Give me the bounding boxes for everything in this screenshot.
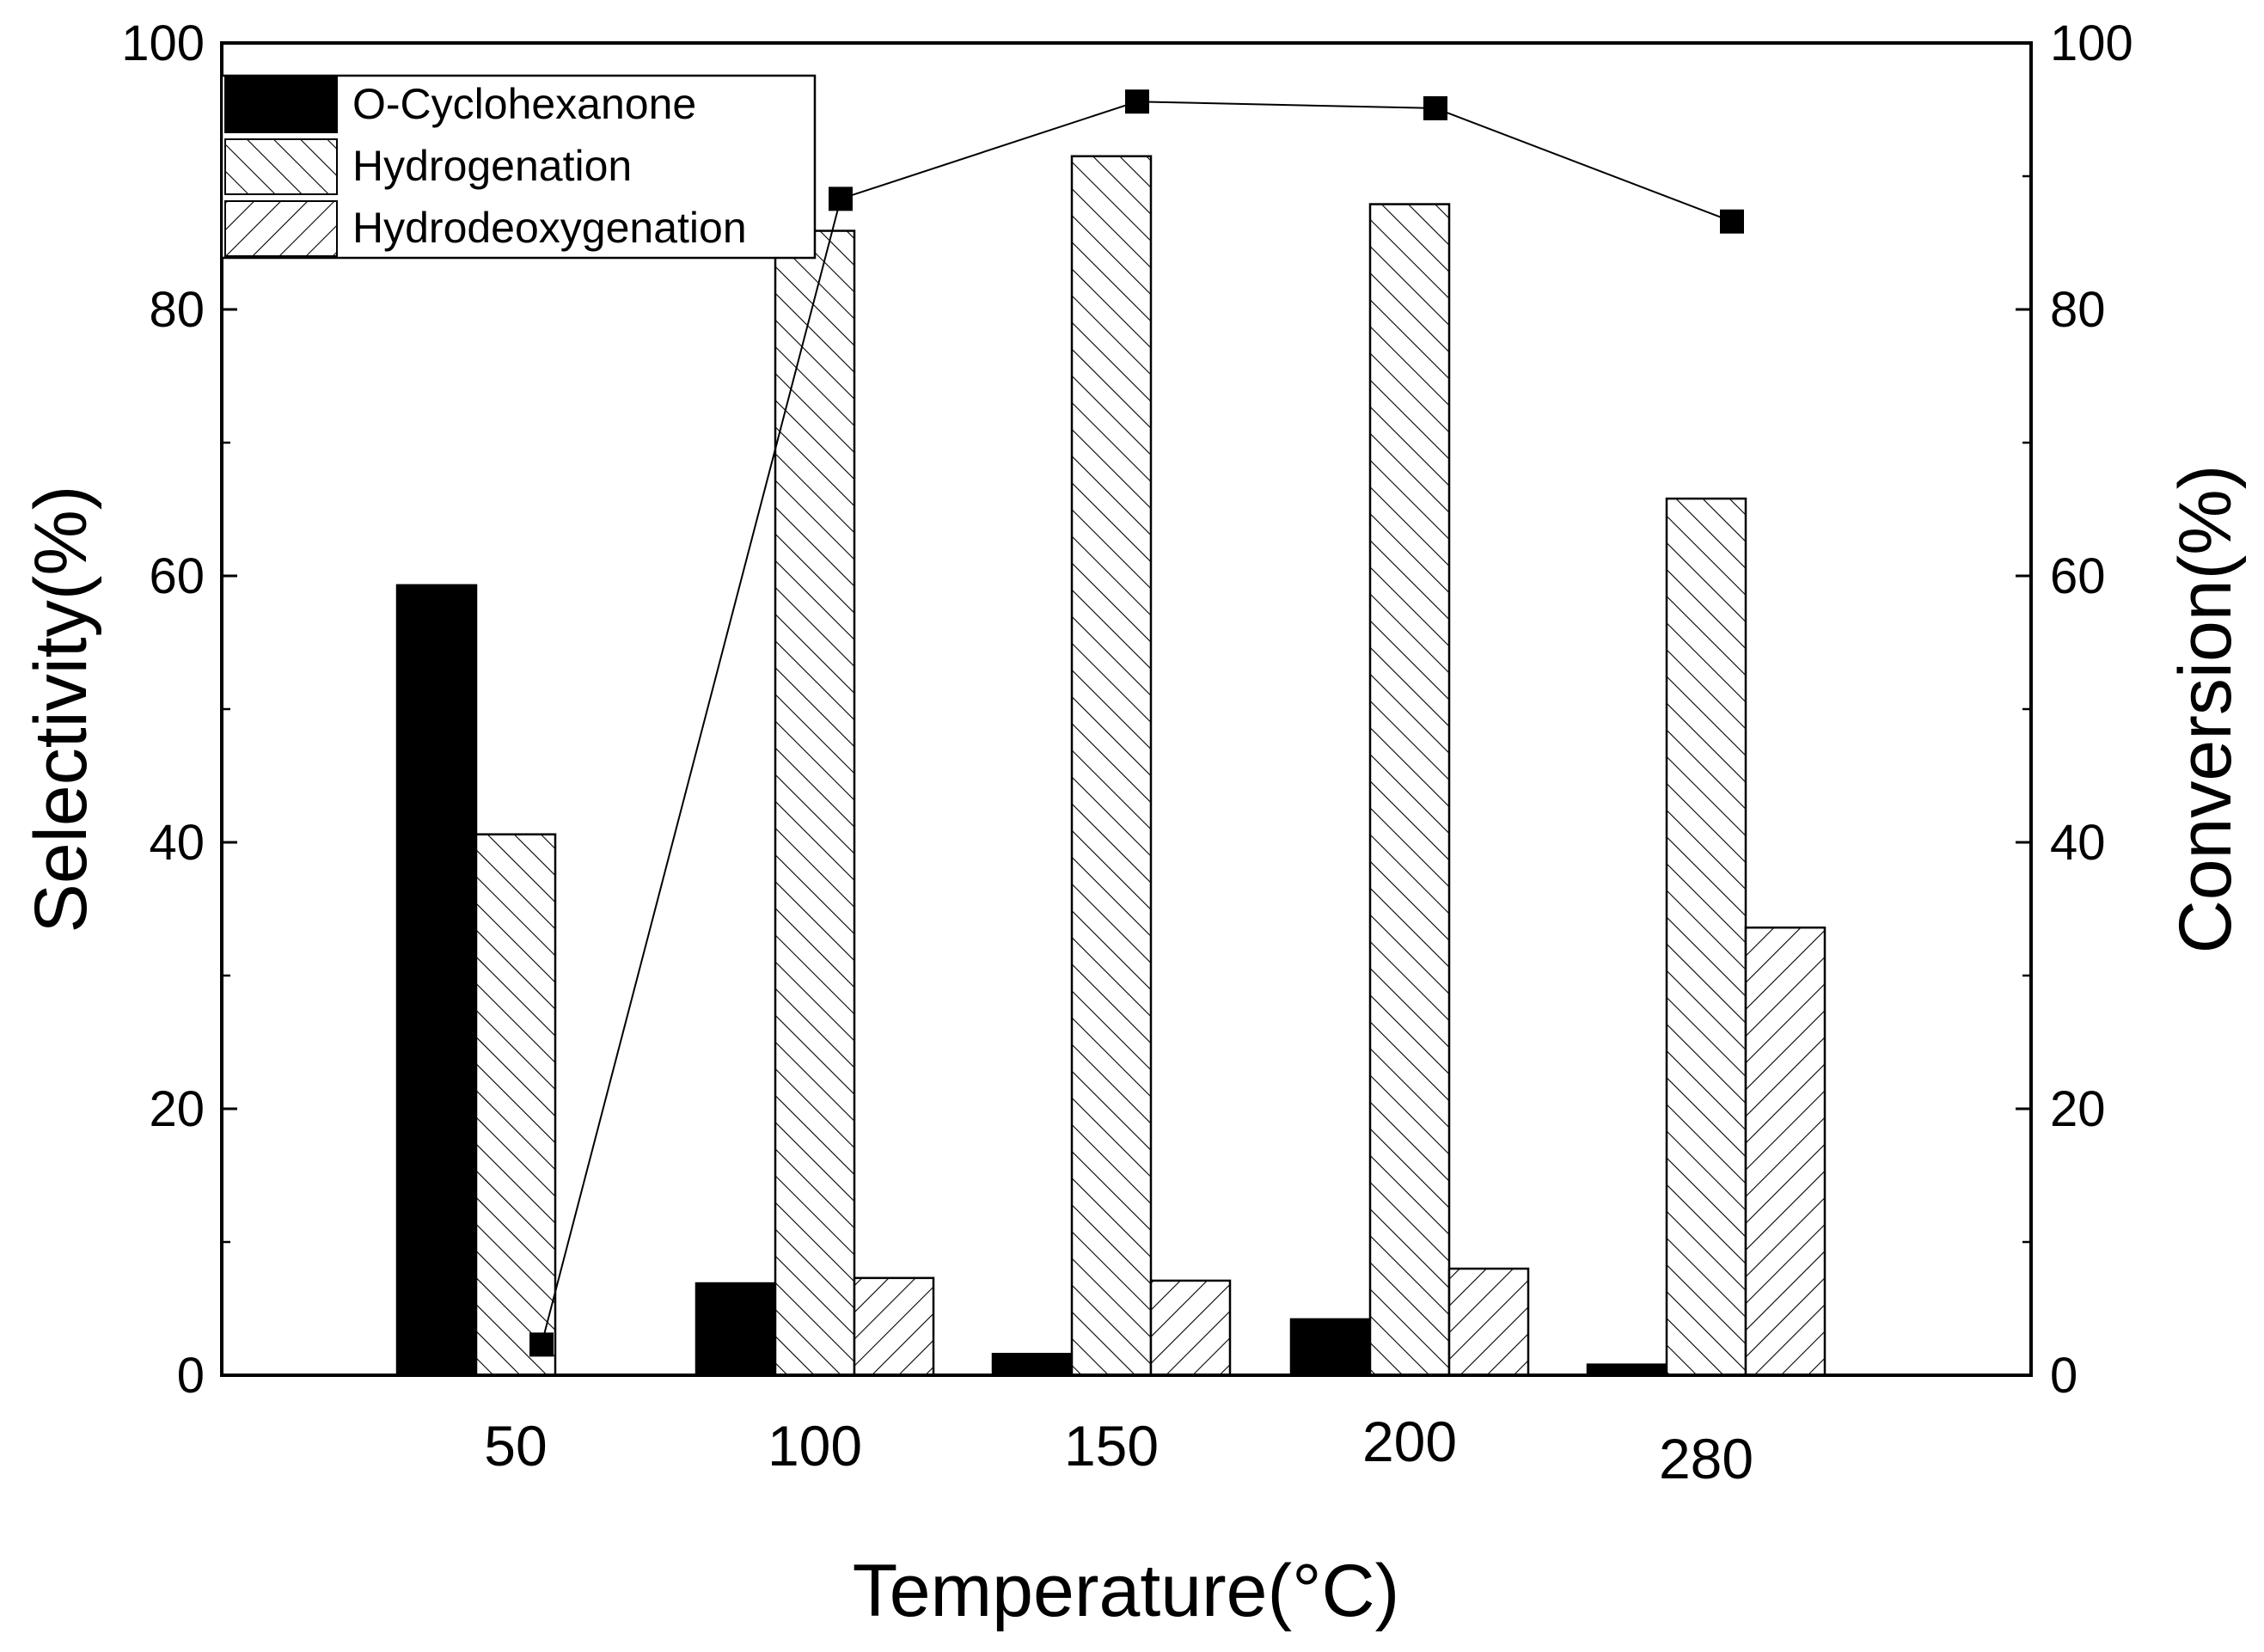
- bar-o-cyclohexanone-200: [1289, 1318, 1372, 1377]
- legend-swatch: [224, 138, 338, 195]
- bar-hydrodeoxygenation-150: [1149, 1279, 1232, 1377]
- left-tick-label: 20: [149, 1081, 205, 1137]
- right-axis: 0 20 40 60 80 100: [2016, 15, 2133, 1404]
- legend: O-Cyclohexanone Hydrogenation Hydrodeoxyge…: [220, 74, 817, 260]
- x-tick-label: 280: [1659, 1427, 1753, 1490]
- x-tick-label: 150: [1064, 1414, 1159, 1478]
- bar-hydrodeoxygenation-100: [853, 1276, 935, 1377]
- bars-layer: [395, 155, 1826, 1377]
- bar-o-cyclohexanone-150: [991, 1352, 1074, 1377]
- left-axis: 0 20 40 60 80 100: [121, 15, 237, 1404]
- bar-hydrogenation-150: [1070, 155, 1153, 1377]
- conversion-point-150: [1125, 89, 1149, 114]
- bar-hydrodeoxygenation-280: [1744, 926, 1826, 1377]
- left-tick-label: 40: [149, 815, 205, 871]
- bar-hydrogenation-100: [774, 229, 856, 1377]
- bar-o-cyclohexanone-50: [395, 584, 478, 1377]
- right-tick-label: 80: [2050, 282, 2106, 338]
- right-tick-label: 60: [2050, 548, 2106, 604]
- x-tick-label: 50: [484, 1414, 547, 1478]
- conversion-point-280: [1720, 209, 1744, 234]
- bar-hydrogenation-200: [1368, 203, 1451, 1377]
- bar-hydrogenation-50: [474, 833, 557, 1377]
- conversion-point-50: [529, 1332, 554, 1357]
- legend-swatch: [224, 200, 338, 257]
- left-tick-label: 100: [121, 15, 205, 71]
- bar-hydrodeoxygenation-200: [1447, 1267, 1530, 1377]
- x-tick-label: 200: [1362, 1410, 1457, 1473]
- right-tick-label: 20: [2050, 1081, 2106, 1137]
- bar-o-cyclohexanone-100: [694, 1282, 777, 1377]
- legend-label: Hydrodeoxygenation: [352, 204, 747, 252]
- y2-axis-title: Conversion(%): [2164, 465, 2247, 954]
- right-tick-label: 40: [2050, 815, 2106, 871]
- right-tick-label: 100: [2050, 15, 2133, 71]
- left-tick-label: 60: [149, 548, 205, 604]
- conversion-line-layer: [529, 89, 1744, 1357]
- conversion-point-200: [1423, 95, 1447, 120]
- right-tick-label: 0: [2050, 1348, 2077, 1404]
- y-axis-title: Selectivity(%): [20, 486, 102, 933]
- left-tick-label: 0: [177, 1348, 205, 1404]
- legend-label: Hydrogenation: [352, 142, 632, 190]
- x-axis-title: Temperature(°C): [853, 1550, 1400, 1632]
- x-tick-label: 100: [768, 1414, 862, 1478]
- conversion-point-100: [829, 187, 853, 211]
- left-tick-label: 80: [149, 282, 205, 338]
- x-axis-labels: 50 100 150 200 280: [484, 1410, 1753, 1490]
- legend-label: O-Cyclohexanone: [352, 80, 696, 128]
- legend-swatch: [224, 76, 338, 133]
- bar-hydrogenation-280: [1665, 497, 1747, 1377]
